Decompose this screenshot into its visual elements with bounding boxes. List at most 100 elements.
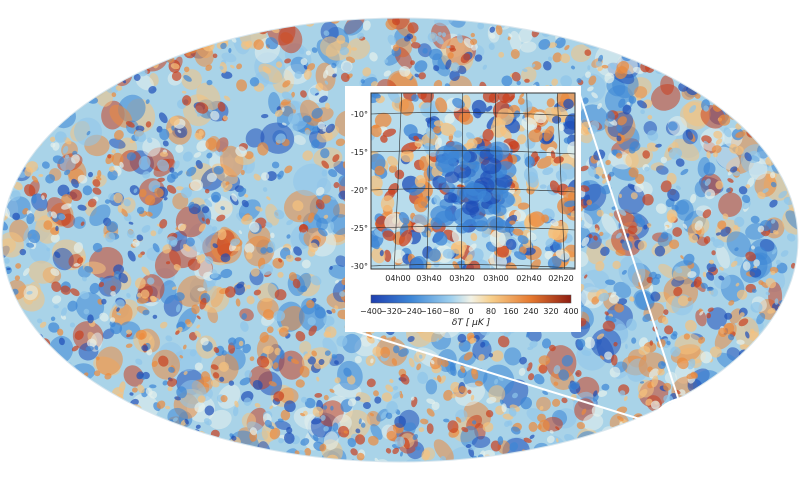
fluctuation-spot [47, 98, 58, 109]
fluctuation-spot [749, 22, 758, 30]
fluctuation-spot [646, 18, 654, 28]
fluctuation-spot [789, 378, 795, 386]
fluctuation-spot [37, 439, 47, 449]
fluctuation-spot [774, 342, 782, 350]
fluctuation-spot [750, 301, 763, 313]
fluctuation-spot [4, 297, 10, 304]
fluctuation-spot [524, 455, 533, 460]
fluctuation-spot [607, 18, 633, 45]
x-tick-label: 03h20 [449, 274, 474, 283]
fluctuation-spot [129, 392, 134, 396]
fluctuation-spot [4, 136, 11, 145]
fluctuation-spot [731, 83, 740, 92]
fluctuation-spot [653, 415, 677, 439]
fluctuation-spot [272, 18, 277, 23]
fluctuation-spot [600, 21, 620, 42]
fluctuation-spot [137, 428, 148, 439]
fluctuation-spot [632, 456, 645, 462]
colorbar-tick-label: 240 [523, 307, 538, 316]
fluctuation-spot [613, 209, 639, 228]
fluctuation-spot [17, 348, 24, 354]
fluctuation-spot [126, 418, 135, 427]
cold-spot-region [471, 215, 488, 228]
fluctuation-spot [2, 28, 17, 48]
fluctuation-spot [669, 18, 704, 36]
fluctuation-spot [64, 46, 97, 79]
fluctuation-spot [689, 44, 717, 74]
fluctuation-spot [182, 151, 193, 162]
fluctuation-spot [2, 33, 20, 61]
fluctuation-spot [52, 439, 60, 445]
fluctuation-spot [426, 408, 435, 417]
cold-spot-region [465, 200, 481, 213]
fluctuation-spot [705, 60, 714, 69]
fluctuation-spot [32, 371, 42, 383]
fluctuation-spot [471, 435, 491, 449]
fluctuation-spot [708, 74, 715, 81]
fluctuation-spot [757, 191, 766, 200]
fluctuation-spot [210, 110, 220, 121]
fluctuation-spot [13, 89, 23, 99]
fluctuation-spot [52, 414, 61, 423]
fluctuation-spot [590, 437, 603, 447]
fluctuation-spot [2, 91, 21, 106]
fluctuation-spot [687, 358, 696, 370]
fluctuation-spot [286, 18, 295, 23]
fluctuation-spot [794, 312, 798, 320]
fluctuation-spot [220, 206, 225, 211]
fluctuation-spot [690, 75, 701, 87]
fluctuation-spot [772, 127, 782, 138]
fluctuation-spot [628, 433, 638, 443]
fluctuation-spot [316, 217, 329, 231]
fluctuation-spot [130, 37, 136, 42]
fluctuation-spot [758, 81, 771, 93]
fluctuation-spot [60, 61, 80, 85]
fluctuation-spot [786, 177, 797, 188]
fluctuation-spot [123, 60, 132, 69]
fluctuation-spot [99, 27, 124, 53]
fluctuation-spot [602, 320, 616, 332]
fluctuation-spot [745, 461, 752, 462]
fluctuation-spot [410, 60, 415, 66]
fluctuation-spot [274, 22, 280, 28]
fluctuation-spot [417, 371, 429, 384]
fluctuation-spot [77, 204, 87, 211]
fluctuation-spot [757, 432, 762, 438]
fluctuation-spot [111, 412, 129, 436]
fluctuation-spot [29, 452, 41, 459]
fluctuation-spot [748, 158, 768, 180]
fluctuation-spot [193, 459, 202, 462]
fluctuation-spot [70, 288, 80, 297]
fluctuation-spot [773, 420, 778, 429]
fluctuation-spot [42, 88, 47, 97]
fluctuation-spot [109, 138, 126, 149]
fluctuation-spot [65, 26, 98, 59]
fluctuation-spot [33, 100, 46, 111]
fluctuation-spot [788, 353, 797, 362]
fluctuation-spot [762, 18, 770, 26]
fluctuation-spot [274, 420, 291, 430]
fluctuation-spot [89, 36, 95, 42]
fluctuation-spot [48, 106, 61, 119]
fluctuation-spot [670, 451, 677, 459]
fluctuation-spot [674, 333, 702, 355]
fluctuation-spot [51, 104, 76, 129]
fluctuation-spot [299, 365, 310, 378]
fluctuation-spot [566, 30, 571, 35]
fluctuation-spot [62, 62, 92, 89]
fluctuation-spot [767, 416, 798, 448]
fluctuation-spot [731, 23, 744, 35]
fluctuation-spot [75, 380, 81, 385]
fluctuation-spot [30, 88, 40, 97]
fluctuation-spot [231, 449, 241, 459]
fluctuation-spot [45, 352, 53, 360]
fluctuation-spot [482, 422, 494, 433]
fluctuation-spot [25, 115, 37, 128]
fluctuation-spot [793, 37, 798, 51]
fluctuation-spot [64, 64, 74, 76]
fluctuation-spot [325, 326, 337, 338]
fluctuation-spot [73, 262, 81, 267]
fluctuation-spot [715, 180, 724, 190]
colorbar-title: δT [ μK ] [452, 318, 491, 328]
fluctuation-spot [119, 409, 128, 417]
